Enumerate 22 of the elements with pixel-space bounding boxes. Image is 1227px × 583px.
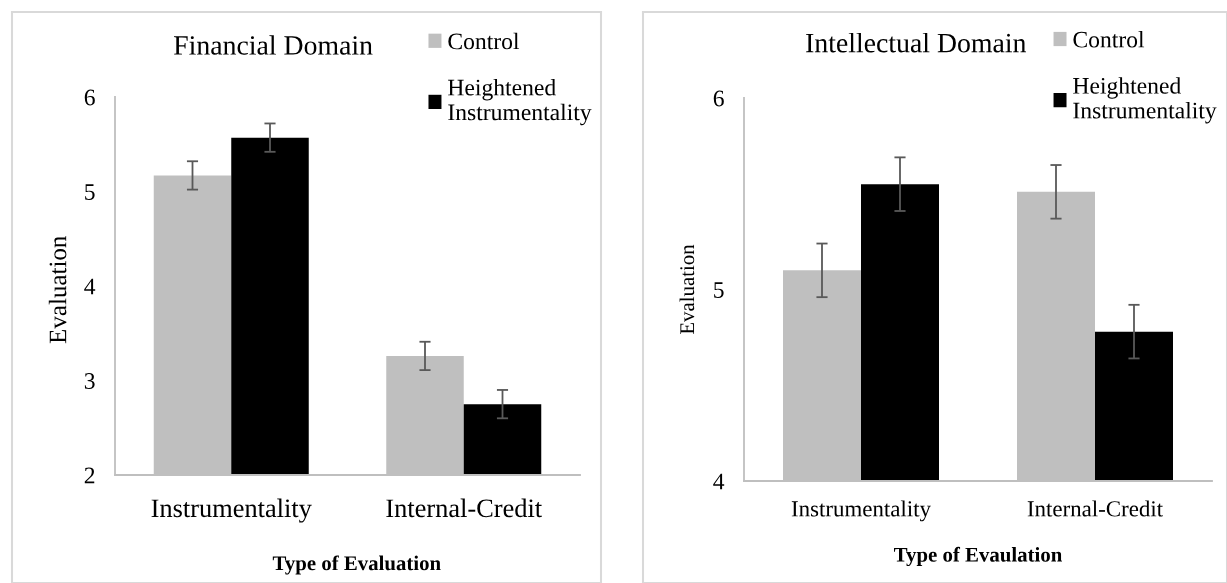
legend-label: Heightened Instrumentality (1073, 77, 1217, 124)
y-tick-label: 4 (84, 278, 96, 295)
y-tick-label: 6 (713, 90, 724, 107)
x-tick-label: Instrumentality (151, 498, 312, 523)
y-tick-label: 5 (85, 184, 95, 200)
x-tick-label: Instrumentality (791, 500, 931, 522)
y-tick-label: 3 (84, 373, 95, 389)
y-tick-label: 2 (84, 467, 95, 484)
y-tick-label: 4 (713, 473, 725, 490)
x-tick-label: Internal-Credit (1027, 500, 1163, 517)
y-tick-label: 6 (84, 89, 95, 106)
y-axis-title: Evaluation (48, 236, 67, 344)
x-axis-title: Type of Evaluation (272, 555, 441, 575)
legend-label: Control (1073, 30, 1145, 48)
chart-title: Financial Domain (174, 35, 373, 55)
x-axis-title: Type of Evaulation (894, 546, 1062, 567)
x-tick-label: Internal-Credit (386, 498, 542, 518)
y-tick-label: 5 (714, 282, 724, 298)
y-axis-title: Evaluation (679, 244, 695, 335)
chart-title: Intellectual Domain (806, 32, 1027, 53)
legend-label: Control (448, 32, 520, 50)
legend-label: Heightened Instrumentality (448, 78, 592, 126)
